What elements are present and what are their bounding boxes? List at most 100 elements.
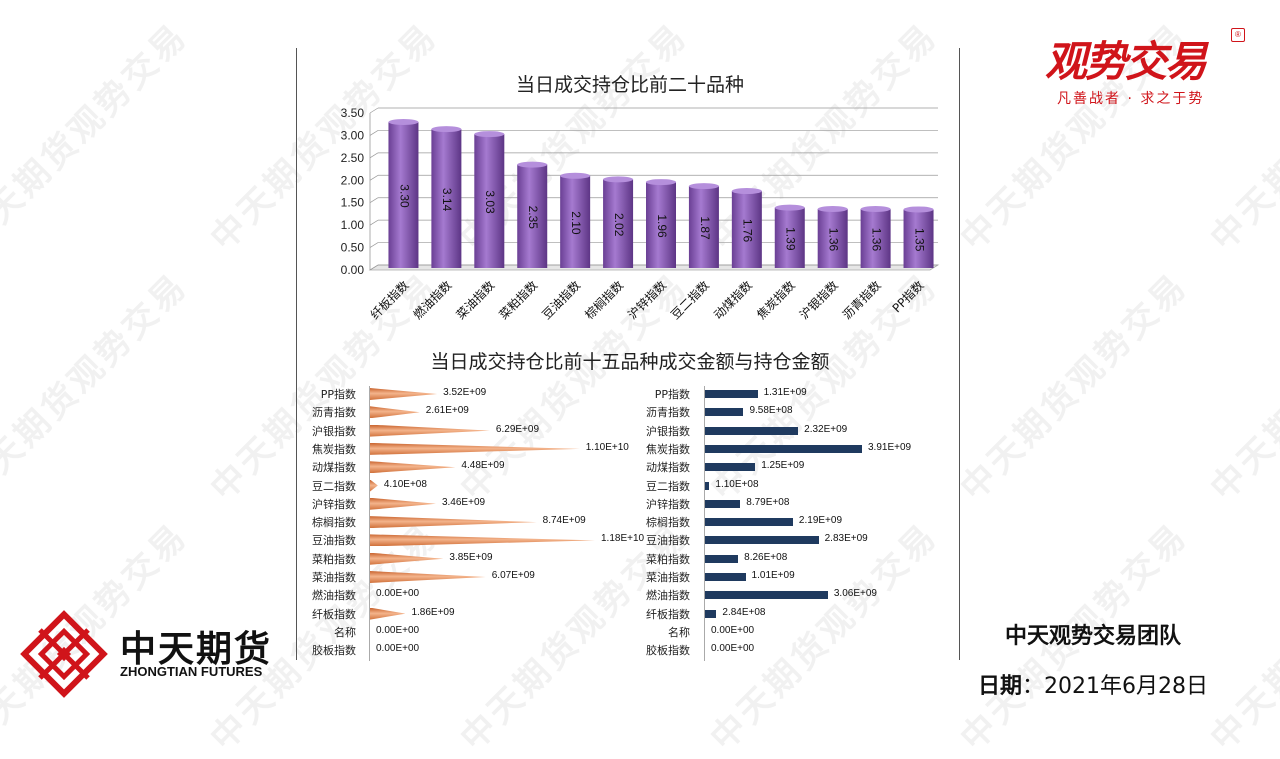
bar-value-label: 1.10E+08	[715, 478, 759, 490]
y-tick-label: 0.50	[341, 241, 365, 255]
bar-cap	[560, 172, 591, 179]
bar	[705, 463, 756, 472]
category-label: 棕榈指数	[646, 516, 690, 530]
bar-value-label: 3.46E+09	[441, 496, 486, 508]
bar	[705, 554, 739, 563]
bar-value-label: 1.01E+09	[751, 570, 795, 581]
bar-value-label: 6.29E+09	[495, 423, 540, 435]
bar	[903, 209, 934, 268]
company-name-cn: 中天期货	[120, 629, 273, 670]
y-tick-label: 1.00	[341, 218, 365, 232]
bar-cap	[860, 205, 891, 212]
category-label: 纤板指数	[646, 607, 690, 621]
x-tick-label: 沪银指数	[796, 278, 841, 323]
x-tick-label: 纤板指数	[367, 278, 412, 323]
bar	[370, 497, 436, 510]
bar-cap	[774, 204, 805, 211]
bar-cap	[517, 161, 548, 168]
y-tick-label: 2.00	[341, 173, 365, 187]
bar	[370, 552, 444, 565]
bar	[817, 208, 848, 268]
category-label: 菜粕指数	[646, 552, 690, 566]
bar-value-label: 3.06E+09	[833, 588, 877, 600]
bar	[705, 518, 793, 527]
bar-value-label: 0.00E+00	[711, 624, 755, 636]
bar-value-label: 1.31E+09	[763, 387, 807, 398]
bar	[431, 129, 462, 268]
bar	[370, 461, 456, 474]
bar	[603, 179, 634, 268]
bar	[705, 536, 819, 545]
company-emblem-icon	[20, 610, 108, 698]
category-label: 沪锌指数	[646, 497, 690, 511]
x-tick-label: PP指数	[889, 278, 927, 316]
category-label: 菜油指数	[312, 571, 356, 584]
bar	[370, 424, 490, 437]
bar	[370, 516, 537, 529]
bar	[688, 186, 719, 268]
watermark-text: 中天期货观势交易	[0, 265, 197, 509]
bar-value-label: 2.10	[569, 211, 583, 235]
bar-value-label: 1.35	[912, 228, 926, 252]
frame-left-line	[296, 48, 297, 660]
bar-value-label: 2.19E+09	[798, 515, 843, 527]
y-tick-label: 2.50	[341, 151, 365, 165]
bar	[370, 406, 420, 419]
y-tick-label: 3.00	[341, 128, 365, 142]
brand-logo: 观势交易 ® 凡善战者 · 求之于势	[1045, 20, 1245, 115]
bar	[388, 121, 419, 268]
bar-value-label: 3.85E+09	[449, 551, 493, 563]
top-chart-title: 当日成交持仓比前二十品种	[515, 74, 744, 96]
category-label: 豆二指数	[312, 479, 356, 493]
bar-value-label: 1.36	[827, 228, 841, 252]
bar-value-label: 1.87	[698, 216, 712, 240]
bar-cap	[388, 118, 419, 125]
x-tick-label: 豆二指数	[667, 278, 712, 323]
x-tick-label: 菜油指数	[453, 278, 498, 323]
category-label: 动煤指数	[646, 461, 690, 475]
bar	[370, 442, 580, 455]
bar-value-label: 6.07E+09	[491, 570, 535, 581]
watermark-text: 中天期货观势交易	[952, 265, 1197, 509]
category-label: 沥青指数	[312, 406, 356, 420]
brand-slogan: 凡善战者 · 求之于势	[1057, 91, 1205, 107]
grid-line-side	[369, 152, 379, 159]
bar	[474, 134, 505, 268]
bar	[370, 571, 486, 583]
bar-value-label: 1.25E+09	[761, 460, 805, 472]
category-label: PP指数	[320, 388, 356, 401]
bar	[860, 208, 891, 268]
bar-cap	[474, 131, 505, 138]
watermark-text: 中天期货观势交易	[1202, 265, 1280, 509]
bar	[705, 444, 862, 453]
category-label: 燃油指数	[646, 589, 690, 603]
x-tick-label: 沥青指数	[839, 278, 884, 323]
x-tick-label: 菜粕指数	[496, 278, 541, 323]
category-label: 名称	[334, 625, 356, 639]
y-tick-label: 0.00	[341, 263, 365, 277]
bar-value-label: 8.74E+09	[542, 515, 586, 527]
category-label: 名称	[668, 625, 690, 639]
bar-value-label: 2.83E+09	[824, 533, 868, 545]
x-tick-label: 沪锌指数	[625, 278, 670, 323]
bar-value-label: 3.52E+09	[443, 387, 487, 398]
grid-line-side	[369, 242, 379, 248]
date-row: 日期：2021年6月28日	[978, 668, 1208, 700]
registered-mark-icon: ®	[1231, 28, 1245, 42]
bar-value-label: 4.48E+09	[461, 460, 505, 472]
bar	[705, 408, 744, 417]
bar	[705, 481, 710, 490]
bar-value-label: 1.36	[869, 228, 883, 252]
grid-line-side	[369, 219, 379, 226]
bar-value-label: 2.61E+09	[425, 405, 469, 417]
bar-value-label: 8.79E+08	[746, 496, 790, 508]
category-label: 豆油指数	[646, 534, 690, 548]
y-tick-label: 3.50	[341, 106, 365, 120]
bar-value-label: 0.00E+00	[376, 643, 420, 655]
bar	[731, 191, 762, 268]
frame-right-line	[959, 48, 960, 660]
category-axis	[704, 386, 705, 661]
category-label: 沪银指数	[646, 424, 690, 438]
category-label: 沪锌指数	[312, 497, 356, 511]
bar	[705, 591, 828, 600]
